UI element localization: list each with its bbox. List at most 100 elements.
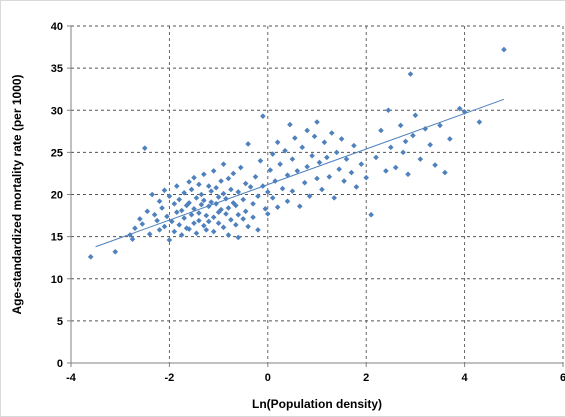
data-point [397,122,404,129]
data-point [250,200,256,207]
data-point [205,183,212,189]
data-point [186,179,192,185]
data-point [274,204,281,210]
data-point [235,211,242,218]
data-point [314,175,320,182]
data-point [225,205,232,211]
data-point [87,254,94,260]
data-point [173,183,180,189]
data-point [139,221,146,227]
data-point [198,191,205,198]
data-point [267,167,274,173]
data-point [210,214,217,221]
data-point [427,141,433,148]
data-point [279,185,286,192]
data-point [220,224,227,231]
data-point [378,127,384,134]
data-point [437,122,443,129]
data-point [237,164,244,171]
data-point [144,208,151,215]
data-point [242,208,249,215]
data-point [277,161,283,167]
data-point [240,216,246,222]
data-point [402,138,409,145]
data-point [289,188,296,194]
data-point [223,211,229,217]
data-point [388,144,394,151]
data-point [112,248,119,255]
data-point [282,147,288,154]
trendline [95,98,505,248]
y-tick-label: 10 [51,274,63,286]
data-point [154,217,160,224]
data-point [314,119,320,125]
data-point [164,213,170,220]
y-tick-label: 35 [51,63,63,75]
data-point [304,127,310,134]
data-point [405,171,411,178]
data-point [225,232,232,238]
x-tick-label: -4 [66,372,77,384]
data-point [223,195,229,202]
data-point [203,227,210,233]
data-point [156,198,163,205]
data-point [188,211,195,218]
data-point [129,236,136,242]
data-point [242,180,249,187]
data-point [213,200,219,207]
data-point [230,170,237,177]
data-point [321,139,328,146]
data-point [210,228,217,235]
data-point [373,154,379,161]
data-point [447,136,453,142]
data-point [392,164,399,171]
data-point [383,168,389,174]
y-axis-title: Age-standardized mortality rate (per 100… [10,74,24,314]
data-point [353,184,360,190]
data-point [269,151,276,157]
data-point [306,193,313,199]
data-point [368,211,374,218]
data-point [289,156,296,162]
data-point [235,234,242,241]
data-point [181,215,187,221]
data-point [196,217,202,224]
y-tick-label: 20 [51,190,63,202]
data-point [299,144,306,151]
data-point [166,193,173,199]
data-point [294,168,301,174]
y-tick-label: 5 [57,316,63,328]
data-point [410,132,416,139]
data-point [228,216,234,223]
data-point [292,135,298,141]
data-point [186,226,192,232]
data-point [301,179,308,186]
data-point [201,222,207,229]
data-point [169,218,175,225]
data-point [274,139,281,146]
data-point [233,202,239,209]
x-axis-title: Ln(Population density) [252,397,382,411]
data-point [284,198,291,205]
data-point [183,225,190,231]
y-tick-label: 15 [51,232,63,244]
data-point [166,237,173,243]
data-point [250,214,256,221]
data-points [87,46,507,260]
data-point [218,206,224,213]
y-tick-label: 25 [51,147,63,159]
data-point [417,156,424,162]
x-tick-label: 6 [560,372,565,384]
data-point [338,136,345,142]
data-point [265,211,271,217]
data-point [336,166,342,173]
data-point [432,162,438,168]
data-point [215,209,222,215]
data-point [220,161,227,167]
data-point [228,186,234,193]
data-point [400,149,406,156]
data-point [149,191,155,198]
data-point [171,200,178,207]
data-point [245,223,251,230]
